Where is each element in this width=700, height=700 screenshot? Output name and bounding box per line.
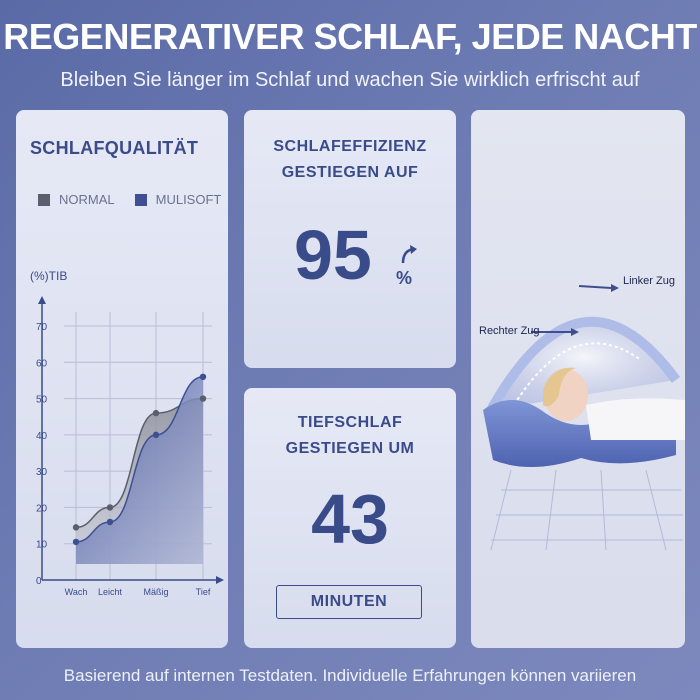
- data-point-normal: [72, 524, 80, 531]
- efficiency-value: 95: [294, 216, 372, 294]
- data-point-normal: [199, 395, 207, 402]
- series-area-mulisoft: [76, 376, 203, 564]
- data-point-mulisoft: [152, 431, 160, 439]
- data-point-mulisoft: [72, 538, 80, 546]
- efficiency-panel: SCHLAFEFFIZIENZ GESTIEGEN AUF 95 %: [244, 110, 456, 368]
- deep-sleep-value: 43: [311, 480, 389, 558]
- x-axis-arrow: [216, 576, 224, 584]
- sleep-quality-chart: 010203040506070WachLeichtMäßigTief (%)TI…: [30, 269, 224, 597]
- y-tick-label: 0: [36, 576, 42, 587]
- efficiency-unit: %: [396, 268, 413, 288]
- x-tick-label: Wach: [65, 587, 88, 597]
- pillow-illustration-panel: Linker Zug Rechter Zug: [471, 110, 685, 648]
- deep-sleep-unit-box: MINUTEN: [276, 585, 422, 619]
- x-tick-label: Leicht: [98, 587, 123, 597]
- legend-label-normal: NORMAL: [59, 192, 115, 207]
- arrow-up-icon: [399, 243, 421, 270]
- left-pull-arc: [486, 316, 681, 413]
- data-point-mulisoft: [199, 373, 207, 380]
- deep-sleep-title: TIEFSCHLAF GESTIEGEN UM: [244, 410, 456, 462]
- data-point-mulisoft: [106, 518, 114, 526]
- legend-item-mulisoft: MULISOFT: [134, 192, 222, 207]
- chart-title: SCHLAFQUALITÄT: [30, 138, 199, 158]
- pillow-illustration: Linker Zug Rechter Zug: [479, 275, 685, 551]
- data-point-normal: [106, 504, 114, 511]
- deep-sleep-panel: TIEFSCHLAF GESTIEGEN UM 43 MINUTEN: [244, 388, 456, 648]
- series-line-mulisoft: [75, 376, 204, 543]
- page-title: REGENERATIVER SCHLAF, JEDE NACHT: [3, 16, 697, 57]
- chart-legend: NORMAL MULISOFT: [38, 192, 241, 207]
- x-tick-label: Tief: [196, 587, 211, 597]
- x-tick-label: Mäßig: [143, 587, 168, 597]
- series-line-normal: [75, 397, 204, 529]
- deep-sleep-title-line2: GESTIEGEN UM: [285, 440, 415, 457]
- efficiency-title-line1: SCHLAFEFFIZIENZ: [273, 138, 427, 155]
- footer-note: Basierend auf internen Testdaten. Indivi…: [63, 666, 637, 685]
- data-point-normal: [152, 409, 160, 417]
- legend-swatch-normal: [38, 193, 50, 206]
- efficiency-title: SCHLAFEFFIZIENZ GESTIEGEN AUF: [244, 134, 456, 186]
- y-axis-label: (%)TIB: [30, 269, 67, 283]
- deep-sleep-title-line1: TIEFSCHLAF: [297, 414, 403, 431]
- floor-grid: [490, 469, 683, 551]
- legend-swatch-mulisoft: [134, 193, 147, 206]
- efficiency-title-line2: GESTIEGEN AUF: [281, 164, 419, 181]
- sleep-quality-panel: SCHLAFQUALITÄT NORMAL MULISOFT 010203040…: [16, 110, 228, 648]
- legend-label-mulisoft: MULISOFT: [155, 192, 222, 207]
- left-pull-label: Linker Zug: [623, 275, 675, 287]
- page-subtitle: Bleiben Sie länger im Schlaf und wachen …: [60, 69, 640, 91]
- legend-item-normal: NORMAL: [38, 192, 115, 207]
- y-axis-arrow: [38, 296, 46, 304]
- right-pull-label: Rechter Zug: [479, 325, 540, 337]
